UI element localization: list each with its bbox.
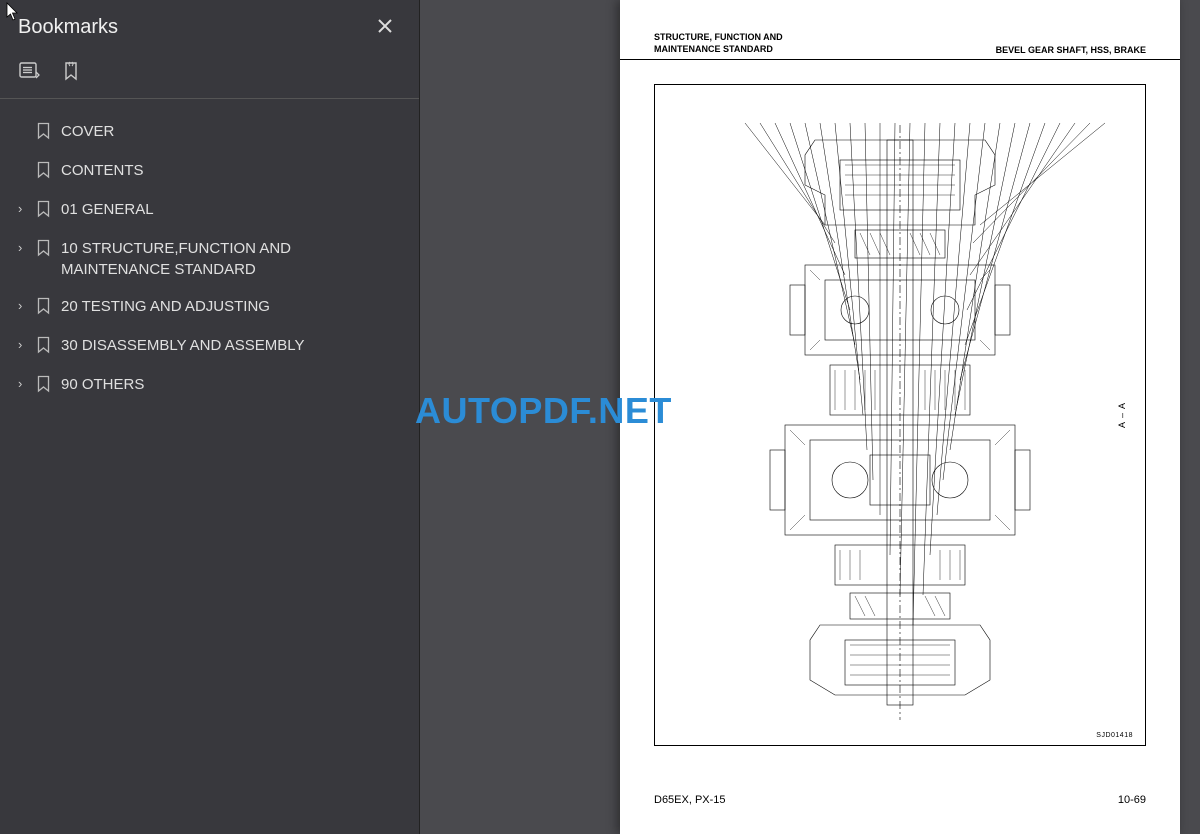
watermark-text: AUTOPDF.NET — [415, 390, 672, 432]
close-icon[interactable] — [369, 10, 401, 44]
bookmark-label: 01 GENERAL — [61, 199, 401, 220]
bookmark-label: CONTENTS — [61, 160, 401, 181]
header-line2: MAINTENANCE STANDARD — [654, 44, 783, 56]
bookmark-item-general[interactable]: › 01 GENERAL — [18, 191, 401, 230]
bookmark-icon — [36, 122, 51, 144]
page-header: STRUCTURE, FUNCTION AND MAINTENANCE STAN… — [620, 0, 1180, 60]
header-line1: STRUCTURE, FUNCTION AND — [654, 32, 783, 44]
mouse-cursor — [6, 2, 22, 27]
bookmark-label: 30 DISASSEMBLY AND ASSEMBLY — [61, 335, 401, 356]
footer-right: 10-69 — [1118, 794, 1146, 806]
bookmark-icon — [36, 161, 51, 183]
diagram-code: SJD01418 — [1096, 732, 1133, 739]
document-page: STRUCTURE, FUNCTION AND MAINTENANCE STAN… — [620, 0, 1180, 834]
bookmark-list: › COVER › CONTENTS › 01 GENERAL — [0, 109, 419, 409]
bookmark-item-structure[interactable]: › 10 STRUCTURE,FUNCTION AND MAINTENANCE … — [18, 230, 401, 288]
bookmark-label: 20 TESTING AND ADJUSTING — [61, 296, 401, 317]
bookmark-item-testing[interactable]: › 20 TESTING AND ADJUSTING — [18, 288, 401, 327]
bookmark-icon — [36, 375, 51, 397]
technical-diagram — [655, 85, 1145, 745]
options-icon[interactable] — [18, 60, 42, 84]
chevron-right-icon[interactable]: › — [18, 374, 36, 391]
find-bookmark-icon[interactable] — [60, 60, 84, 84]
bookmark-icon — [36, 297, 51, 319]
section-label: A – A — [1117, 402, 1127, 428]
chevron-right-icon[interactable]: › — [18, 199, 36, 216]
bookmark-label: 10 STRUCTURE,FUNCTION AND MAINTENANCE ST… — [61, 238, 401, 280]
page-header-left: STRUCTURE, FUNCTION AND MAINTENANCE STAN… — [654, 32, 783, 55]
sidebar-header: Bookmarks — [0, 0, 419, 52]
chevron-right-icon[interactable]: › — [18, 238, 36, 255]
bookmark-icon — [36, 239, 51, 261]
bookmark-label: COVER — [61, 121, 401, 142]
chevron-right-icon[interactable]: › — [18, 296, 36, 313]
bookmark-icon — [36, 336, 51, 358]
page-header-right: BEVEL GEAR SHAFT, HSS, BRAKE — [996, 45, 1146, 55]
sidebar-toolbar — [0, 52, 419, 99]
sidebar-title: Bookmarks — [18, 16, 118, 39]
bookmark-item-cover[interactable]: › COVER — [18, 113, 401, 152]
bookmark-label: 90 OTHERS — [61, 374, 401, 395]
bookmarks-sidebar: Bookmarks — [0, 0, 420, 834]
page-footer: D65EX, PX-15 10-69 — [620, 788, 1180, 812]
bookmark-item-others[interactable]: › 90 OTHERS — [18, 366, 401, 405]
bookmark-item-contents[interactable]: › CONTENTS — [18, 152, 401, 191]
bookmark-icon — [36, 200, 51, 222]
chevron-right-icon[interactable]: › — [18, 335, 36, 352]
bookmark-item-disassembly[interactable]: › 30 DISASSEMBLY AND ASSEMBLY — [18, 327, 401, 366]
diagram-frame: A – A SJD01418 — [654, 84, 1146, 746]
footer-left: D65EX, PX-15 — [654, 794, 726, 806]
